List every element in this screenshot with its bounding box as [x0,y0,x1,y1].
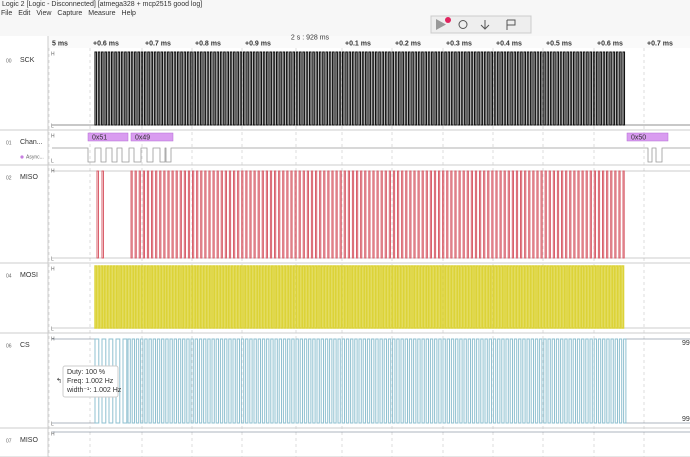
level-high: H [51,133,55,139]
cs-wave [127,338,627,424]
tooltip-box [62,365,119,398]
channel-index: 07 [6,438,12,444]
channel-index: 06 [6,343,12,349]
analyzer-dot [20,155,24,159]
trigger-button[interactable] [458,20,468,29]
level-high: H [51,431,55,437]
channel-index: 00 [6,58,12,64]
measure-icon: ↰ [56,377,62,385]
channel-name: MOSI [20,272,38,279]
decoded-frame [626,132,669,142]
ruler-bar [48,36,690,48]
cs-wave [94,338,128,424]
decoded-frame [130,132,174,142]
ruler-center: 2 s : 928 ms [291,34,330,41]
tooltip: ↰ Duty: 100 % Freq: 1.002 Hz width⁻¹: 1.… [56,365,122,398]
ruler-tick-label: +0.8 ms [195,40,221,47]
ruler-tick-label: +0.9 ms [245,40,271,47]
channel-index: 04 [6,273,12,279]
level-low: L [51,256,54,262]
download-button[interactable] [480,20,490,30]
channel-name: SCK [20,57,35,64]
menu-item[interactable]: Capture [57,10,82,17]
ruler-tick-label: +0.6 ms [597,40,623,47]
ruler-tick-label: +0.2 ms [395,40,421,47]
ruler-tick-label: +0.6 ms [93,40,119,47]
channel-name: MISO [20,437,38,444]
channel-name: MISO [20,174,38,181]
level-low: L [51,158,54,164]
cs-idle [52,338,690,424]
miso-wave [130,170,625,259]
ruler: 5 ms +0.6 ms +0.7 ms +0.8 ms +0.9 ms +0.1 ms +… [52,40,673,47]
menu-item[interactable]: File [1,10,12,17]
level-high: H [51,168,55,174]
decoded-frame-label: 0x49 [135,134,150,141]
toolbar [430,15,532,34]
channel-name: Chan... [20,139,43,146]
level-high: H [51,51,55,57]
channel-name: CS [20,342,30,349]
decoded-frame-label: 0x51 [92,134,107,141]
level-high: H [51,266,55,272]
record-indicator [445,17,451,23]
ruler-tick-label: 5 ms [52,40,68,47]
level-low: L [51,326,54,332]
serial-wave [52,147,690,163]
marker-button[interactable] [506,19,516,30]
window-title: Logic 2 [Logic - Disconnected] [atmega32… [2,1,202,8]
menu-item[interactable]: Edit [18,10,30,17]
menu-item[interactable]: Help [122,10,137,17]
ruler-tick-label: +0.3 ms [446,40,472,47]
ruler-tick-label: +0.5 ms [546,40,572,47]
decoded-frame-label: 0x50 [631,134,646,141]
tooltip-line: Freq: 1.002 Hz [67,378,114,385]
cs-edge-label: 99 [682,340,690,347]
level-high: H [51,336,55,342]
level-low: L [51,421,54,427]
sck-wave [94,51,626,126]
menu-item[interactable]: Measure [88,10,115,17]
tooltip-line: width⁻¹: 1.002 Hz [66,387,122,394]
analyzer-name: Async... [26,154,44,160]
toolbar-box [430,15,532,34]
channel-index: 02 [6,175,12,181]
ruler-tick-label: +0.4 ms [496,40,522,47]
menu-bar: File Edit View Capture Measure Help [1,10,136,17]
mosi-wave [94,265,625,329]
miso-wave [96,170,104,259]
ruler-tick-label: +0.1 ms [345,40,371,47]
ruler-tick-label: +0.7 ms [145,40,171,47]
tooltip-line: Duty: 100 % [67,369,105,376]
decoded-frame [87,132,129,142]
channel-index: 01 [6,140,12,146]
play-button[interactable] [436,19,446,30]
cs-edge-label: 99 [682,416,690,423]
level-low: L [51,123,54,129]
chrome [0,0,690,36]
ruler-tick-label: +0.7 ms [647,40,673,47]
menu-item[interactable]: View [36,10,52,17]
